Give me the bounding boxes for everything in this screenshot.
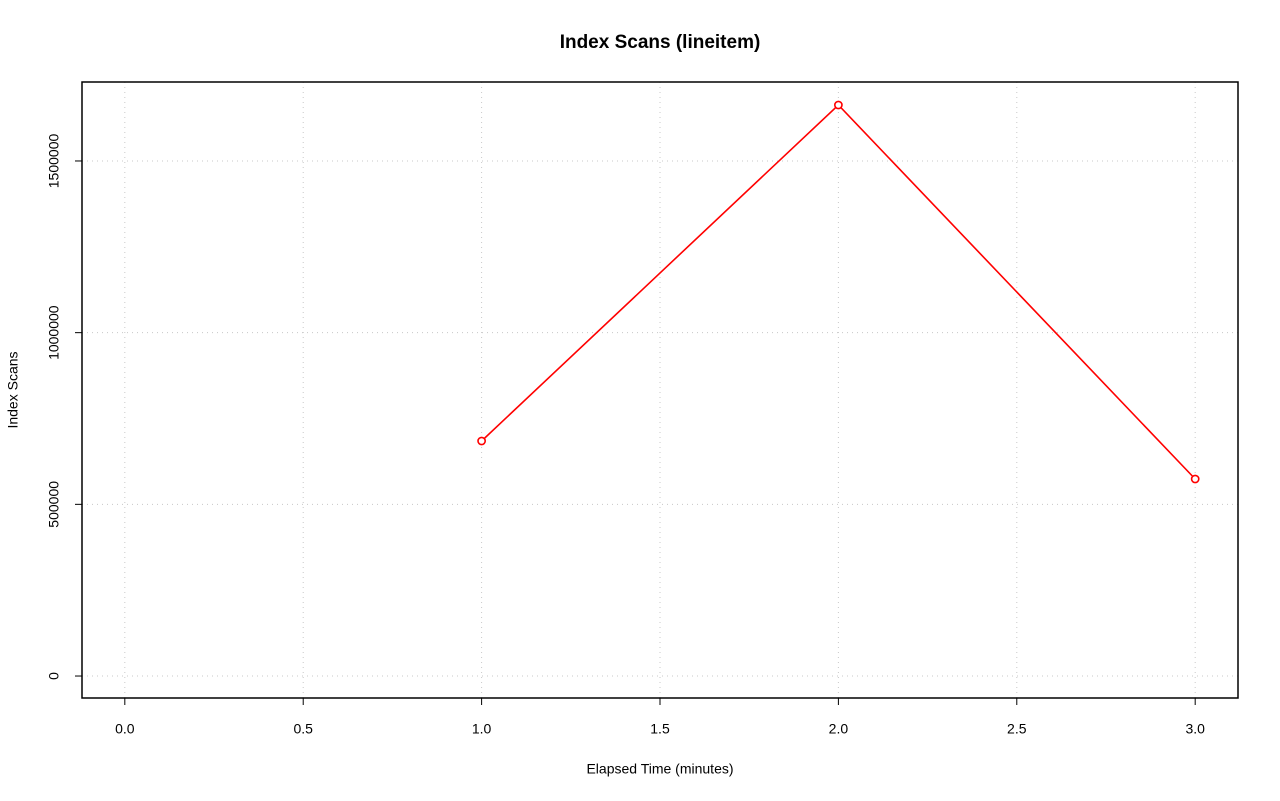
x-tick-label: 0.5	[293, 721, 313, 737]
x-tick-label: 1.0	[472, 721, 492, 737]
x-tick-label: 1.5	[650, 721, 670, 737]
x-tick-label: 2.0	[829, 721, 849, 737]
chart-title: Index Scans (lineitem)	[560, 32, 761, 53]
y-tick-label: 0	[46, 672, 62, 680]
y-tick-label: 1000000	[46, 305, 62, 360]
x-tick-label: 3.0	[1185, 721, 1205, 737]
x-tick-label: 2.5	[1007, 721, 1027, 737]
x-tick-label: 0.0	[115, 721, 135, 737]
plot	[477, 100, 1200, 484]
data-point	[1190, 474, 1200, 484]
y-axis-label: Index Scans	[5, 351, 21, 428]
data-point	[477, 436, 487, 446]
y-tick-label: 1500000	[46, 134, 62, 189]
x-axis-label: Elapsed Time (minutes)	[586, 761, 733, 777]
data-point	[833, 100, 843, 110]
y-tick-label: 500000	[46, 481, 62, 528]
